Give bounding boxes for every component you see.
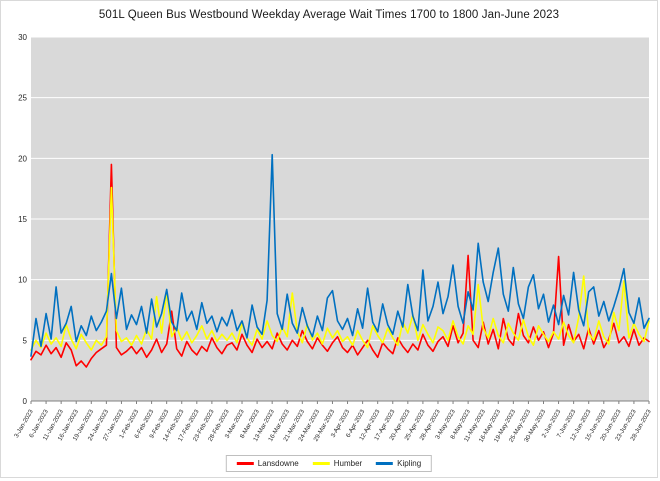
legend-item-kipling: Kipling bbox=[376, 459, 421, 468]
legend-label-kipling: Kipling bbox=[397, 459, 422, 468]
y-axis-label: 30 bbox=[18, 33, 27, 42]
y-axis-label: 15 bbox=[18, 215, 27, 224]
y-axis-label: 20 bbox=[18, 154, 27, 163]
y-axis-label: 25 bbox=[18, 94, 27, 103]
series-line-humber bbox=[30, 186, 650, 351]
series-line-lansdowne bbox=[30, 163, 650, 368]
series-line-kipling bbox=[30, 153, 650, 357]
y-axis-label: 0 bbox=[23, 397, 28, 406]
y-axis-label: 5 bbox=[23, 336, 28, 345]
legend-item-humber: Humber bbox=[312, 459, 363, 468]
legend-label-humber: Humber bbox=[333, 459, 363, 468]
chart-title: 501L Queen Bus Westbound Weekday Average… bbox=[98, 9, 560, 21]
legend-item-lansdowne: Lansdowne bbox=[236, 459, 299, 468]
legend-label-lansdowne: Lansdowne bbox=[257, 459, 299, 468]
y-axis-label: 10 bbox=[18, 276, 27, 285]
legend-swatch-lansdowne bbox=[236, 462, 254, 465]
legend: Lansdowne Humber Kipling bbox=[225, 455, 433, 472]
legend-swatch-humber bbox=[312, 462, 330, 465]
legend-swatch-kipling bbox=[376, 462, 394, 465]
